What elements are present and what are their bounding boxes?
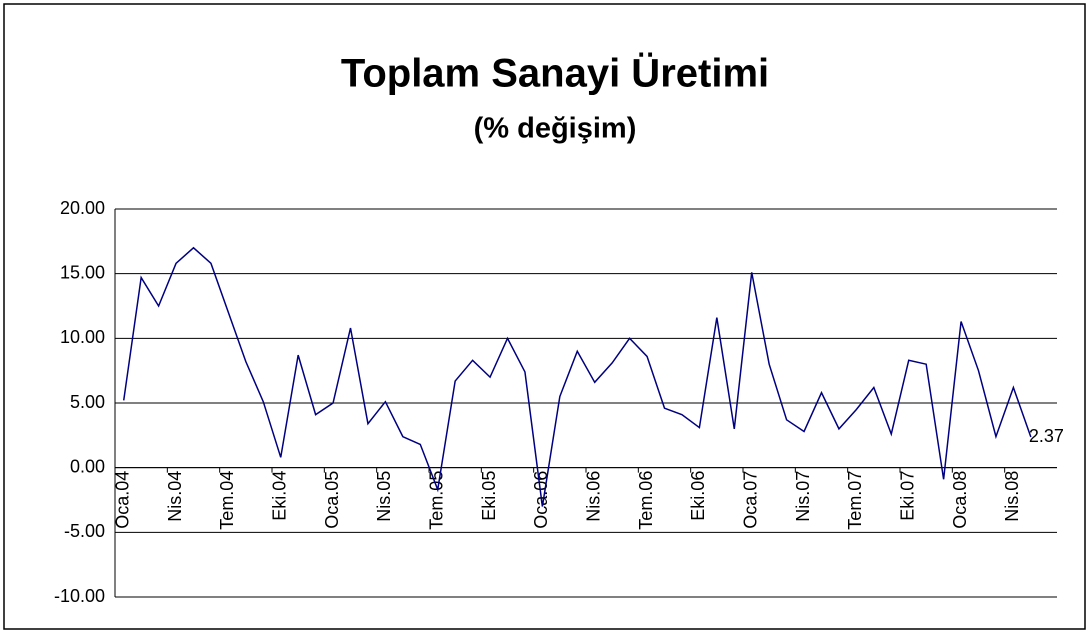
line-series bbox=[122, 246, 1032, 507]
x-tick-label: Nis.08 bbox=[1002, 471, 1022, 522]
y-tick-label: -5.00 bbox=[64, 521, 105, 541]
x-tick-label: Tem.05 bbox=[426, 471, 446, 530]
y-tick-label: 15.00 bbox=[60, 262, 105, 282]
x-tick-label: Eki.07 bbox=[897, 471, 917, 521]
x-tick-label: Nis.06 bbox=[583, 471, 603, 522]
x-tick-label: Tem.06 bbox=[636, 471, 656, 530]
x-tick-label: Nis.05 bbox=[374, 471, 394, 522]
x-tick-label: Nis.04 bbox=[165, 471, 185, 522]
y-tick-label: 0.00 bbox=[70, 456, 105, 476]
x-tick-label: Tem.04 bbox=[217, 471, 237, 530]
x-tick-label: Tem.07 bbox=[845, 471, 865, 530]
chart-title: Toplam Sanayi Üretimi bbox=[341, 51, 769, 96]
x-tick-label: Oca.07 bbox=[740, 471, 760, 529]
x-tick-label: Nis.07 bbox=[793, 471, 813, 522]
x-tick-label: Eki.05 bbox=[479, 471, 499, 521]
x-tick-label: Oca.04 bbox=[112, 471, 132, 529]
data-label: 2.37 bbox=[1029, 426, 1064, 446]
chart-border bbox=[3, 3, 1086, 630]
chart-subtitle: (% değişim) bbox=[474, 113, 637, 145]
y-tick-label: -10.00 bbox=[54, 586, 105, 606]
x-tick-label: Eki.04 bbox=[269, 471, 289, 521]
y-tick-label: 5.00 bbox=[70, 392, 105, 412]
y-tick-label: 10.00 bbox=[60, 327, 105, 347]
x-tick-label: Oca.05 bbox=[322, 471, 342, 529]
x-tick-label: Oca.08 bbox=[950, 471, 970, 529]
x-tick-label: Eki.06 bbox=[688, 471, 708, 521]
y-tick-label: 20.00 bbox=[60, 198, 105, 218]
